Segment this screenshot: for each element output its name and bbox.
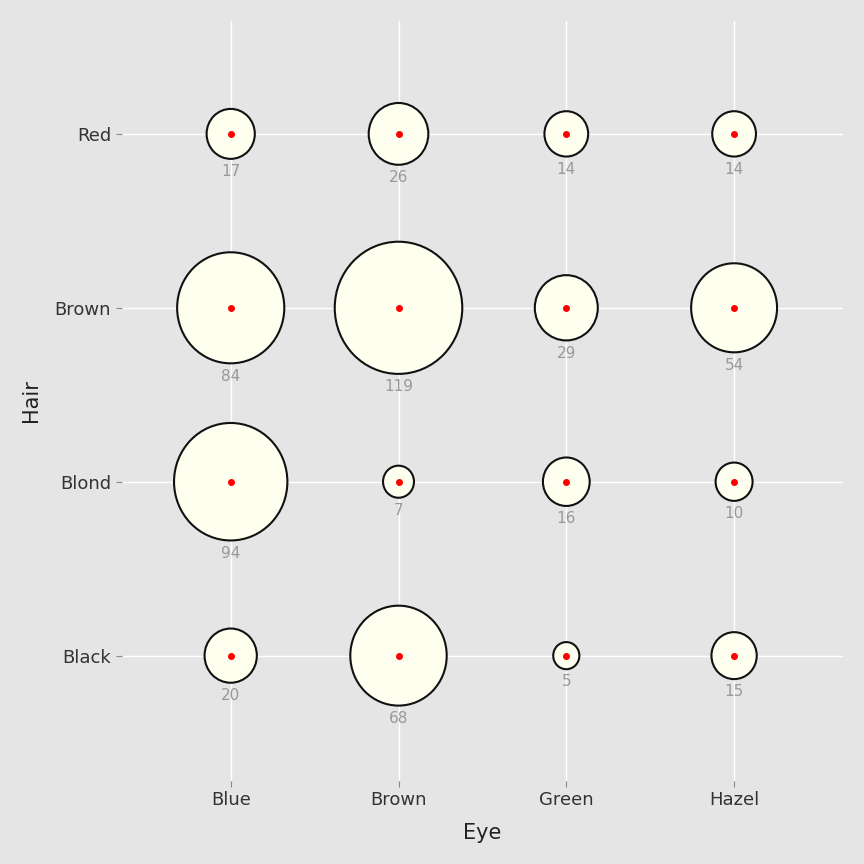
Text: 14: 14 [556, 162, 576, 177]
Text: 7: 7 [394, 503, 403, 518]
Circle shape [350, 606, 447, 706]
Circle shape [715, 462, 753, 501]
Text: 20: 20 [221, 688, 240, 703]
Text: 54: 54 [725, 358, 744, 372]
Text: 68: 68 [389, 711, 408, 726]
Text: 17: 17 [221, 164, 240, 179]
Circle shape [369, 103, 429, 165]
Circle shape [334, 242, 462, 374]
Text: 29: 29 [556, 346, 576, 360]
Text: 5: 5 [562, 675, 571, 689]
Circle shape [177, 252, 284, 364]
Circle shape [544, 111, 588, 156]
Text: 15: 15 [725, 684, 744, 699]
Y-axis label: Hair: Hair [21, 379, 41, 422]
Circle shape [711, 632, 757, 679]
Circle shape [174, 423, 288, 541]
Circle shape [206, 109, 255, 159]
Text: 26: 26 [389, 170, 408, 185]
Circle shape [383, 466, 414, 498]
Circle shape [553, 642, 580, 670]
Text: 14: 14 [725, 162, 744, 177]
Circle shape [712, 111, 756, 156]
Circle shape [543, 457, 590, 506]
X-axis label: Eye: Eye [463, 823, 502, 843]
Circle shape [205, 628, 257, 683]
Text: 94: 94 [221, 546, 240, 561]
Text: 84: 84 [221, 369, 240, 384]
Text: 10: 10 [725, 506, 744, 521]
Text: 16: 16 [556, 511, 576, 526]
Text: 119: 119 [384, 379, 413, 394]
Circle shape [535, 275, 598, 340]
Circle shape [691, 264, 777, 353]
